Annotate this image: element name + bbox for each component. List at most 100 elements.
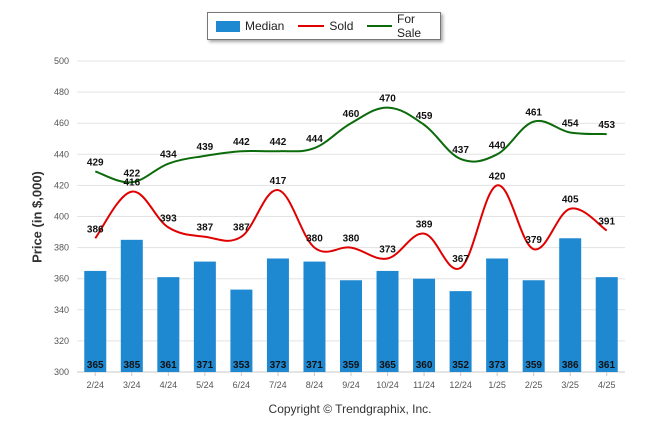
x-tick-label: 10/24	[376, 380, 399, 390]
data-label-median: 373	[489, 360, 506, 371]
line-sold	[94, 184, 608, 270]
y-tick-label: 460	[54, 118, 69, 128]
legend-item-median[interactable]: Median	[216, 19, 284, 33]
bar-median	[376, 270, 399, 372]
data-label-sold: 416	[123, 178, 140, 189]
legend: Median Sold For Sale	[207, 12, 441, 40]
x-tick-label: 12/24	[449, 380, 472, 390]
data-label-forsale: 429	[87, 157, 104, 168]
data-label-sold: 391	[598, 216, 615, 227]
bar-median	[486, 258, 509, 372]
data-label-forsale: 440	[489, 140, 506, 151]
data-label-median: 373	[270, 360, 287, 371]
x-tick-label: 5/24	[196, 380, 214, 390]
line-forsale	[94, 106, 607, 184]
x-tick-label: 1/25	[488, 380, 506, 390]
data-label-forsale: 422	[123, 168, 140, 179]
copyright-text: Copyright © Trendgraphix, Inc.	[268, 402, 432, 416]
bar-median	[230, 289, 253, 372]
data-label-forsale: 434	[160, 150, 177, 161]
data-label-sold: 387	[233, 223, 250, 234]
data-label-forsale: 461	[525, 108, 542, 119]
data-label-median: 359	[525, 360, 542, 371]
data-label-forsale: 453	[598, 120, 615, 131]
y-tick-label: 440	[54, 149, 69, 159]
legend-item-forsale[interactable]: For Sale	[367, 12, 440, 40]
y-tick-label: 480	[54, 87, 69, 97]
data-label-sold: 420	[489, 171, 506, 182]
y-tick-label: 420	[54, 180, 69, 190]
x-tick-label: 9/24	[342, 380, 360, 390]
data-label-sold: 387	[197, 223, 214, 234]
data-label-forsale: 442	[233, 137, 250, 148]
bar-median	[120, 239, 143, 372]
data-label-sold: 405	[562, 195, 579, 206]
legend-swatch-sold	[298, 25, 325, 27]
bar-median	[413, 278, 436, 372]
bar-median	[449, 291, 472, 372]
legend-label-median: Median	[245, 19, 285, 33]
data-label-median: 352	[452, 360, 469, 371]
y-tick-label: 320	[54, 336, 69, 346]
bar-median	[157, 277, 180, 372]
data-label-median: 385	[123, 360, 140, 371]
data-label-forsale: 444	[306, 134, 323, 145]
data-label-sold: 417	[270, 176, 287, 187]
data-label-median: 353	[233, 360, 250, 371]
data-label-sold: 380	[306, 234, 323, 245]
data-label-forsale: 439	[197, 142, 214, 153]
legend-label-forsale: For Sale	[397, 12, 422, 40]
data-label-sold: 379	[525, 235, 542, 246]
legend-item-sold[interactable]: Sold	[298, 19, 353, 33]
data-label-sold: 389	[416, 220, 433, 231]
bar-median	[340, 280, 362, 372]
bar-median	[559, 238, 582, 372]
bar-median	[595, 277, 618, 372]
data-label-median: 386	[562, 360, 579, 371]
x-tick-label: 6/24	[233, 380, 251, 390]
x-tick-label: 4/25	[598, 380, 616, 390]
data-label-forsale: 460	[343, 109, 360, 120]
y-tick-label: 360	[54, 274, 69, 284]
y-tick-label: 400	[54, 212, 69, 222]
x-tick-label: 3/25	[561, 380, 579, 390]
data-label-median: 361	[598, 360, 615, 371]
x-tick-label: 11/24	[413, 380, 435, 390]
y-tick-label: 340	[54, 305, 69, 315]
legend-label-sold: Sold	[329, 19, 354, 33]
x-tick-label: 4/24	[160, 380, 178, 390]
x-tick-label: 3/24	[123, 380, 141, 390]
data-label-sold: 386	[87, 224, 104, 235]
data-label-sold: 393	[160, 213, 177, 224]
data-label-sold: 373	[379, 244, 396, 255]
data-label-median: 365	[379, 360, 396, 371]
x-tick-label: 8/24	[306, 380, 324, 390]
data-label-median: 365	[87, 360, 104, 371]
data-label-forsale: 454	[562, 119, 579, 130]
data-label-median: 371	[197, 360, 214, 371]
data-label-forsale: 459	[416, 111, 433, 122]
y-tick-label: 380	[54, 243, 69, 253]
legend-swatch-forsale	[367, 25, 393, 27]
y-tick-label: 300	[54, 367, 69, 377]
data-label-forsale: 442	[270, 137, 287, 148]
data-label-forsale: 470	[379, 94, 396, 105]
data-label-sold: 380	[343, 234, 360, 245]
data-label-sold: 367	[452, 254, 469, 265]
bar-median	[84, 270, 107, 372]
data-label-median: 371	[306, 360, 323, 371]
legend-swatch-median	[216, 20, 240, 32]
y-tick-label: 500	[54, 56, 69, 66]
bar-median	[303, 261, 326, 372]
bar-median	[266, 258, 289, 372]
data-label-median: 360	[416, 360, 433, 371]
x-tick-label: 7/24	[269, 380, 287, 390]
data-label-median: 361	[160, 360, 177, 371]
x-tick-label: 2/24	[87, 380, 105, 390]
data-label-median: 359	[343, 360, 360, 371]
bar-median	[193, 261, 216, 372]
bar-median	[522, 280, 545, 372]
x-tick-label: 2/25	[525, 380, 543, 390]
data-label-forsale: 437	[452, 145, 469, 156]
